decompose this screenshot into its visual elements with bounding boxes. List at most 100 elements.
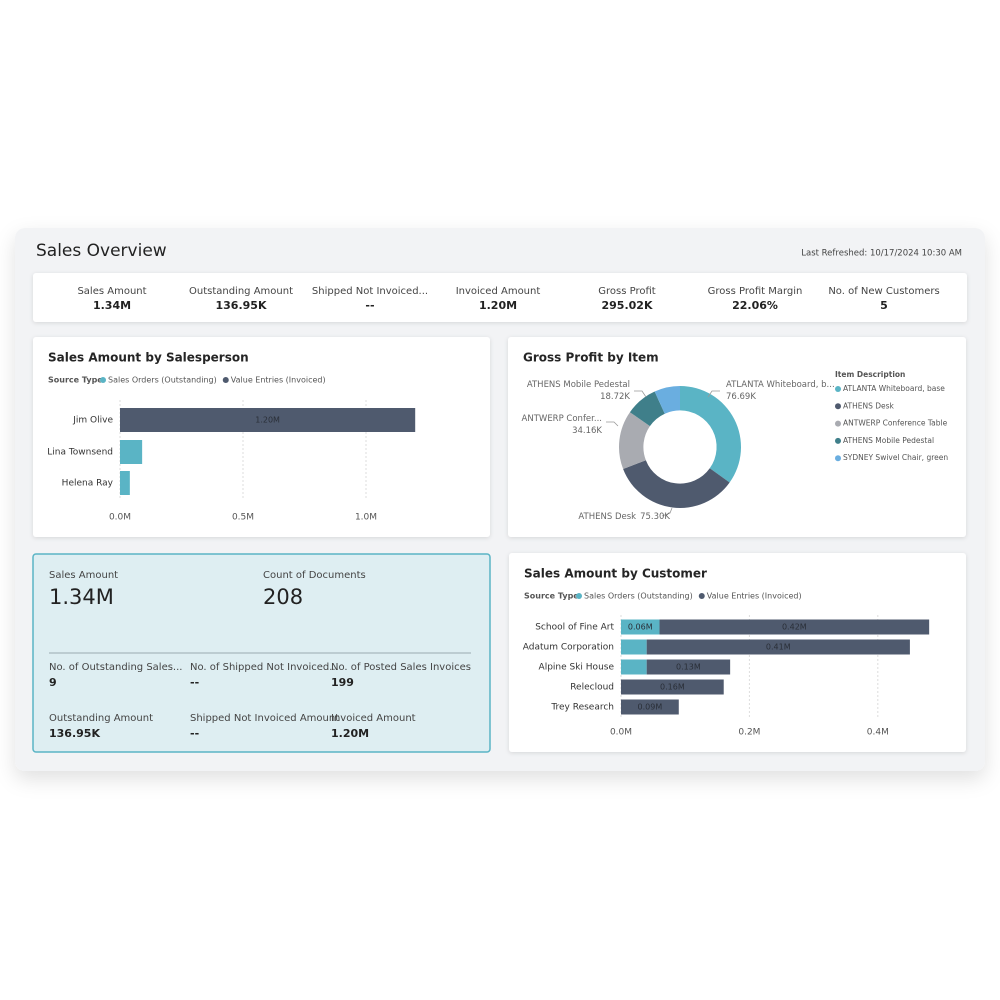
detail-value: 9 (49, 676, 57, 689)
y-tick-label: Lina Townsend (47, 448, 113, 458)
legend-title: Source Type (524, 592, 579, 601)
slice-value: 18.72K (600, 392, 630, 402)
bar (621, 659, 647, 675)
detail-label: Outstanding Amount (49, 713, 153, 724)
kpi-label: Sales Amount (77, 286, 146, 297)
value-label: 0.16M (660, 683, 685, 692)
slice (629, 391, 665, 427)
kpi-value: 22.06% (732, 299, 778, 312)
kpi-label: Outstanding Amount (189, 286, 293, 297)
detail-value: 136.95K (49, 727, 100, 740)
detail-value: -- (190, 727, 199, 740)
detail-label: Shipped Not Invoiced Amount (190, 713, 339, 724)
card (33, 337, 490, 537)
kpi-strip (33, 273, 967, 322)
slice-label: ATHENS Mobile Pedestal 18.72K (527, 380, 631, 402)
x-tick-label: 0.0M (610, 728, 632, 738)
kpi-label: Gross Profit Margin (708, 286, 803, 297)
leader-line (634, 390, 647, 398)
x-tick-label: 0.2M (738, 728, 760, 738)
legend-swatch (835, 403, 841, 410)
detail-label: Invoiced Amount (331, 713, 416, 724)
slice-label: ATHENS Desk 75.30K (578, 512, 670, 522)
refreshed: Last Refreshed: 10/17/2024 10:30 AM (801, 249, 962, 259)
legend-title: Source Type (48, 376, 103, 385)
slice-name: ANTWERP Confer... (522, 414, 602, 424)
bar (659, 619, 930, 635)
legend-swatch (835, 386, 841, 392)
bar (621, 699, 679, 715)
y-tick-label: Trey Research (550, 703, 614, 713)
bar (120, 471, 130, 495)
card-value: 1.34M (49, 585, 114, 609)
slice-value: 75.30K (640, 512, 670, 522)
y-tick-label: Jim Olive (72, 416, 113, 426)
bar (621, 679, 724, 695)
legend-label: ATLANTA Whiteboard, base (843, 384, 945, 393)
value-label: 1.20M (255, 416, 280, 425)
y-tick-label: Relecloud (570, 683, 614, 693)
kpi-label: Shipped Not Invoiced... (312, 286, 428, 297)
kpi-value: 1.20M (479, 299, 517, 312)
y-tick-label: School of Fine Art (535, 623, 614, 633)
chart-title: Sales Amount by Salesperson (48, 351, 249, 365)
x-tick-label: 0.0M (109, 513, 131, 523)
slice-name: ATHENS Desk (578, 512, 636, 522)
detail-label: No. of Outstanding Sales... (49, 662, 182, 673)
x-tick-label: 0.4M (867, 728, 889, 738)
page-title: Sales Overview (36, 241, 167, 261)
legend-swatch (835, 420, 841, 427)
bar (120, 408, 416, 432)
card-label: Sales Amount (49, 570, 118, 581)
legend-swatch (576, 593, 582, 599)
slice (618, 412, 650, 470)
x-tick-label: 1.0M (355, 513, 377, 523)
detail-value: -- (190, 676, 199, 689)
detail-value: 199 (331, 676, 354, 689)
legend-swatch (835, 437, 841, 444)
value-label: 0.41M (766, 643, 791, 652)
legend-swatch (100, 377, 106, 383)
x-tick-label: 0.5M (232, 513, 254, 523)
leader-line (707, 390, 720, 398)
slice (623, 460, 730, 508)
legend-swatch (835, 455, 841, 462)
detail-value: 1.20M (331, 727, 369, 740)
value-label: 0.06M (628, 623, 653, 632)
legend-swatch (698, 593, 705, 599)
legend-label: ATHENS Mobile Pedestal (843, 436, 934, 445)
value-label: 0.13M (676, 663, 701, 672)
kpi-label: Gross Profit (598, 286, 656, 297)
card-value: 208 (263, 585, 303, 609)
slice (654, 386, 680, 414)
kpi-value: 5 (880, 299, 888, 312)
kpi-label: No. of New Customers (828, 286, 939, 297)
bar (120, 440, 143, 464)
bar (621, 639, 647, 655)
slice-value: 76.69K (726, 392, 756, 402)
slice-name: ATHENS Mobile Pedestal (527, 380, 630, 390)
legend-swatch (222, 377, 229, 383)
value-label: 0.42M (782, 623, 807, 632)
bar (646, 639, 910, 655)
detail-label: No. of Shipped Not Invoiced... (190, 662, 339, 673)
kpi-value: -- (365, 299, 374, 312)
y-tick-label: Helena Ray (62, 479, 114, 489)
bar (646, 659, 731, 675)
legend-label: Sales Orders (Outstanding) (584, 592, 693, 601)
slice-label: ATLANTA Whiteboard, b... 76.69K (726, 380, 835, 402)
detail-label: No. of Posted Sales Invoices (331, 662, 471, 673)
legend-label: Value Entries (Invoiced) (231, 376, 326, 385)
legend-label: Sales Orders (Outstanding) (108, 376, 217, 385)
legend-label: ATHENS Desk (843, 401, 895, 410)
slice-label: ANTWERP Confer... 34.16K (522, 414, 603, 436)
y-tick-label: Alpine Ski House (539, 663, 615, 673)
chart-title: Gross Profit by Item (523, 351, 659, 365)
slice-value: 34.16K (572, 426, 602, 436)
legend-label: Value Entries (Invoiced) (707, 592, 802, 601)
kpi-value: 295.02K (602, 299, 653, 312)
slice-name: ATLANTA Whiteboard, b... (726, 380, 835, 390)
legend-label: SYDNEY Swivel Chair, green (843, 453, 948, 462)
y-tick-label: Adatum Corporation (523, 643, 614, 653)
